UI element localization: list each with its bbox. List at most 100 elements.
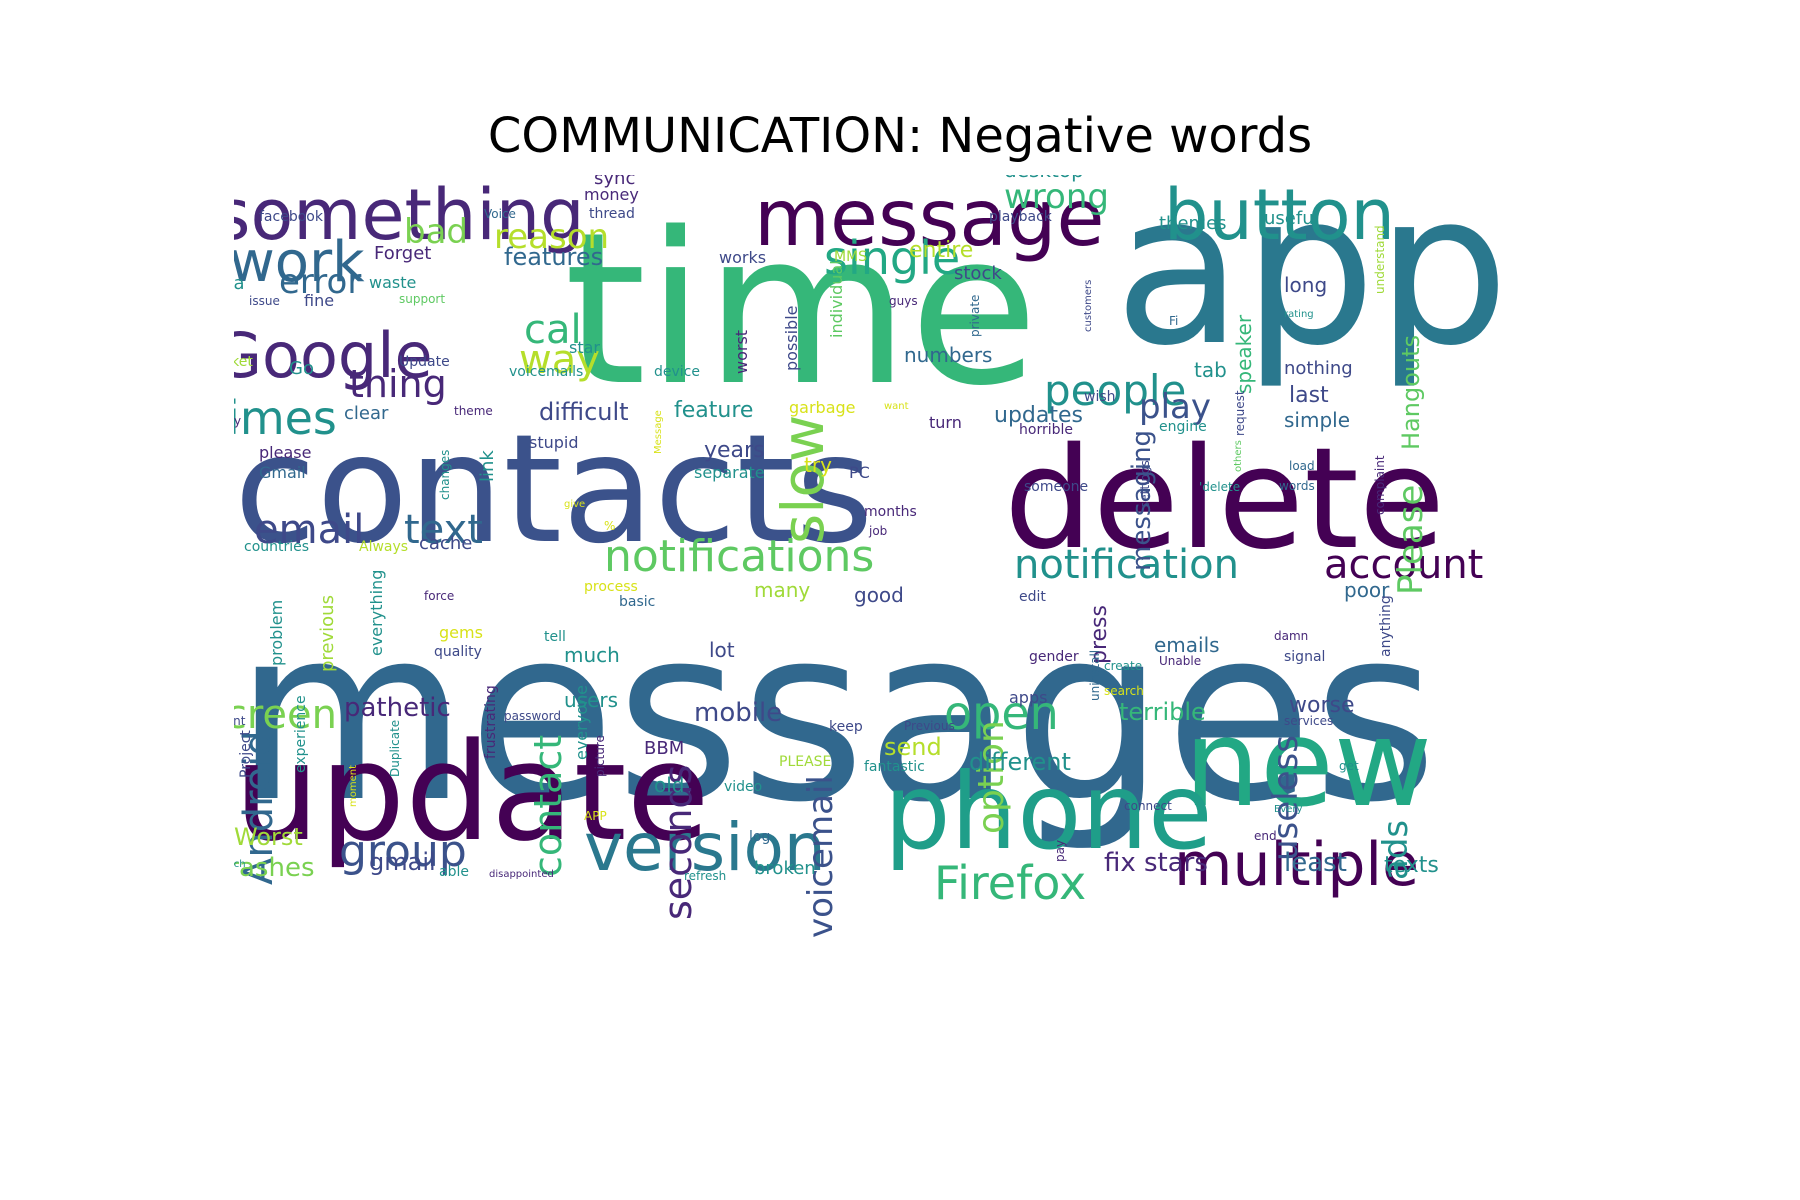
word-complaint: complaint — [1373, 455, 1387, 515]
word-gmail: gmail — [369, 848, 436, 876]
word-mobile: mobile — [694, 698, 783, 728]
word-individual: individual — [827, 260, 846, 338]
word-months: months — [864, 504, 917, 520]
word-duplicate: Duplicate — [388, 719, 402, 777]
word-please: Please — [1391, 484, 1431, 595]
word-engine: engine — [1159, 419, 1207, 435]
word-playback: playback — [989, 209, 1052, 225]
word-facebook: facebook — [259, 209, 323, 225]
word-countries: countries — [244, 539, 310, 555]
word-wish: wish — [1084, 389, 1116, 405]
word-gems: gems — [439, 623, 483, 642]
word-call: call — [524, 307, 593, 353]
word-crashes: crashes — [234, 853, 315, 883]
word-stars: stars — [1144, 848, 1208, 878]
word-previous: Previous — [904, 719, 955, 733]
word-terrible: terrible — [1119, 698, 1206, 726]
word-years: years — [704, 438, 765, 463]
word-fi: Fi — [1169, 314, 1179, 328]
word-mms: MMS — [834, 249, 868, 265]
word-anything: anything — [1378, 595, 1394, 657]
word-signal: signal — [1284, 649, 1326, 665]
word-picture: picture — [593, 735, 607, 777]
word-moment: moment — [348, 764, 359, 807]
word-themes: themes — [1159, 213, 1227, 234]
word-money: money — [584, 185, 639, 204]
word-end: end — [1254, 829, 1277, 843]
word-voicemails: voicemails — [509, 364, 584, 380]
word-basic: basic — [619, 594, 656, 610]
word-desktop: desktop — [1004, 175, 1084, 180]
word-cache: cache — [419, 533, 473, 554]
word-times: times — [234, 391, 337, 445]
word-changes: changes — [438, 449, 452, 500]
word-settings: settings — [1138, 460, 1152, 508]
word-updates: updates — [994, 403, 1083, 428]
word-understand: understand — [1373, 225, 1387, 294]
word-pathetic: pathetic — [344, 693, 451, 723]
word-words: words — [1279, 479, 1315, 493]
word-thread: thread — [589, 206, 635, 222]
word-works: works — [719, 248, 767, 267]
word-want: want — [884, 401, 909, 412]
word-everything: everything — [367, 569, 386, 656]
word-customers: customers — [1083, 279, 1094, 332]
word-refresh: refresh — [684, 869, 727, 883]
word-message: message — [754, 175, 1105, 264]
word-difficult: difficult — [539, 398, 629, 426]
word-previous: previous — [317, 595, 338, 672]
word-worst: worst — [732, 329, 751, 374]
word-last: last — [1289, 383, 1329, 408]
word-multiple: multiple — [1174, 830, 1420, 900]
word-disappointed: disappointed — [489, 869, 554, 880]
word-quality: quality — [434, 644, 482, 660]
word-feature: feature — [674, 398, 754, 423]
word-unable: Unable — [1159, 654, 1202, 668]
word-please: please — [259, 443, 312, 462]
word-button: button — [1164, 175, 1395, 256]
word-cricket: Cricket — [234, 354, 253, 370]
word-messages: messages — [234, 575, 1438, 855]
word-video: video — [724, 779, 763, 795]
word-bad: bad — [404, 212, 468, 252]
word-worst: Worst — [234, 823, 303, 851]
word-broken: broken — [754, 858, 816, 879]
word-app: APP — [584, 809, 607, 823]
word-email: email — [254, 507, 365, 553]
word-private: private — [968, 294, 982, 337]
word-worse: worse — [1289, 693, 1355, 718]
word-contacts: contacts — [234, 403, 874, 577]
word-voicemail: voicemail — [801, 775, 841, 938]
word-waste: waste — [369, 273, 417, 292]
word-voice: Voice — [484, 207, 516, 221]
word-clear: clear — [344, 403, 389, 424]
word-gender: gender — [1029, 649, 1079, 665]
word-device: device — [654, 364, 700, 380]
word-lot: lot — [709, 638, 735, 662]
word-bbm: BBM — [644, 738, 685, 759]
word-numbers: numbers — [904, 343, 993, 367]
word-symbol: % — [604, 519, 616, 533]
word-apps: apps — [1009, 688, 1048, 707]
word-edit: edit — [1019, 589, 1046, 605]
word-get: get — [1339, 759, 1359, 773]
word-nothing: nothing — [1284, 358, 1353, 379]
word-wrong: wrong — [1004, 177, 1109, 217]
word-every: Every — [1274, 804, 1303, 815]
word-tell: tell — [544, 629, 566, 645]
word-frustrating: frustrating — [483, 685, 499, 759]
word-support: support — [399, 292, 446, 306]
word-least: least — [1284, 848, 1347, 878]
word-recent: Recent — [234, 714, 246, 728]
word-separate: separate — [694, 463, 765, 482]
word-fantastic: fantastic — [864, 759, 925, 775]
wordcloud-canvas: messages time app contacts delete update new ph… — [234, 175, 1634, 1020]
word-experience: experience — [293, 695, 309, 773]
word-keep: keep — [829, 719, 863, 735]
word-pc: PC — [849, 463, 870, 482]
word-notification: notification — [1014, 542, 1239, 588]
word-log: log — [749, 829, 771, 845]
word-play: play — [1139, 387, 1211, 427]
word-tab: tab — [1194, 358, 1227, 382]
word-delete: delete — [1004, 418, 1446, 581]
